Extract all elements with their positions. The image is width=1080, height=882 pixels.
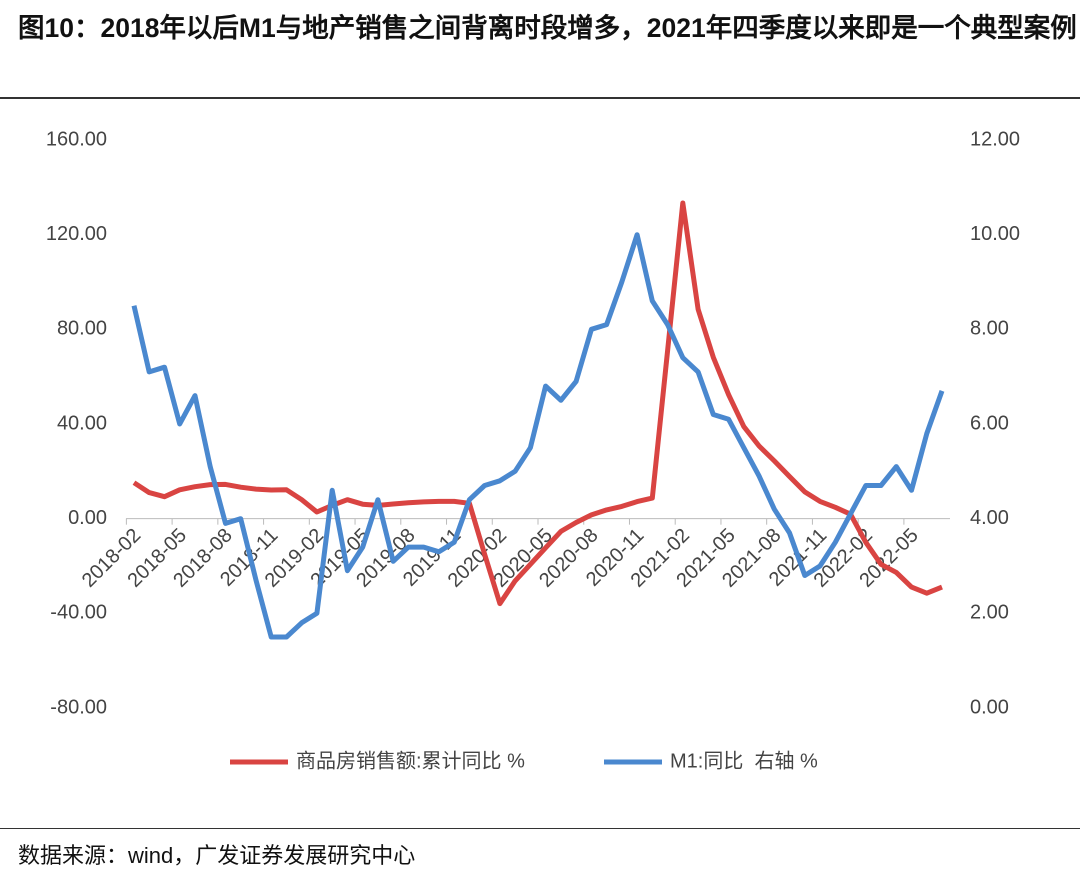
y2-tick-label: 8.00 — [970, 318, 1009, 340]
y-tick-label: -80.00 — [50, 696, 107, 718]
source-rule — [0, 828, 1080, 829]
y-tick-label: 160.00 — [46, 128, 107, 150]
series-line — [131, 232, 945, 640]
legend-label: 商品房销售额:累计同比 % — [296, 749, 525, 772]
source: 数据来源：wind，广发证券发展研究中心 — [18, 843, 416, 868]
y2-tick-label: 0.00 — [970, 696, 1009, 718]
y-tick-label: 40.00 — [57, 412, 107, 434]
y2-tick-label: 2.00 — [970, 602, 1009, 624]
y-tick-label: 80.00 — [57, 318, 107, 340]
y2-tick-label: 10.00 — [970, 223, 1020, 245]
chart: -80.00 -40.00 0.00 40.00 80.00 120.00 160.00 0.… — [46, 128, 1020, 772]
title-rule — [0, 97, 1080, 99]
y-tick-label: -40.00 — [50, 602, 107, 624]
y2-tick-label: 6.00 — [970, 412, 1009, 434]
legend-label: M1:同比 右轴 % — [670, 749, 818, 772]
series-line — [132, 200, 943, 607]
chart-title: 图10：2018年以后M1与地产销售之间背离时段增多，2021年四季度以来即是一… — [18, 13, 1077, 43]
y-tick-label: 120.00 — [46, 223, 107, 245]
y-tick-label: 0.00 — [68, 507, 107, 529]
y2-tick-label: 4.00 — [970, 507, 1009, 529]
y2-tick-label: 12.00 — [970, 128, 1020, 150]
